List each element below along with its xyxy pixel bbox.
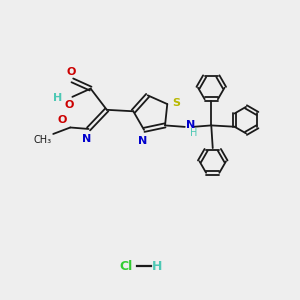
Text: H: H: [190, 128, 197, 138]
Text: O: O: [64, 100, 74, 110]
Text: N: N: [138, 136, 147, 146]
Text: O: O: [57, 115, 67, 125]
Text: O: O: [66, 67, 76, 77]
Text: CH₃: CH₃: [34, 135, 52, 146]
Text: N: N: [82, 134, 92, 144]
Text: N: N: [186, 120, 196, 130]
Text: S: S: [172, 98, 181, 108]
Text: Cl: Cl: [120, 260, 133, 273]
Text: H: H: [152, 260, 163, 273]
Text: H: H: [53, 93, 62, 103]
